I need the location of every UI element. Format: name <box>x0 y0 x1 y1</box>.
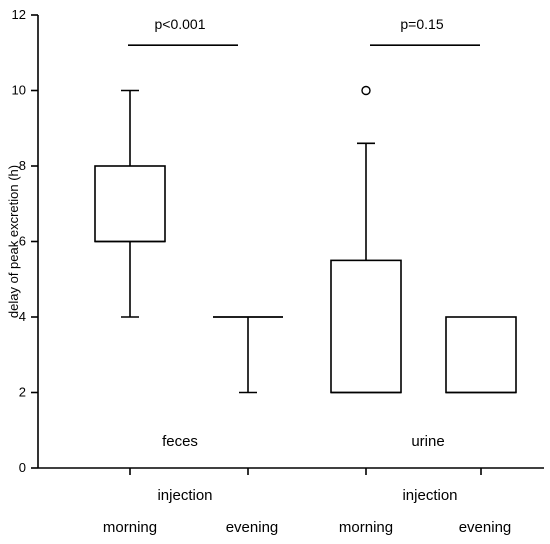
group-label-urine: urine <box>411 433 444 450</box>
box-body <box>330 259 402 394</box>
box-urine-evening <box>445 316 517 394</box>
p-value-urine: p=0.15 <box>400 16 443 32</box>
category-label-feces-evening: evening <box>226 519 279 536</box>
y-tick-label: 4 <box>19 309 26 324</box>
category-label-feces-morning: morning <box>103 519 157 536</box>
y-tick-label: 2 <box>19 385 26 400</box>
category-label-urine-morning: morning <box>339 519 393 536</box>
category-label-urine-evening: evening <box>459 519 512 536</box>
y-tick-label: 6 <box>19 234 26 249</box>
injection-label-feces: injection <box>157 487 212 504</box>
labels: delay of peak excretion (h) p<0.001 p=0.15… <box>6 16 511 536</box>
y-tick-label: 12 <box>12 7 26 22</box>
box-body <box>445 316 517 394</box>
boxes <box>94 85 517 394</box>
y-tick-label: 0 <box>19 460 26 475</box>
outlier-point <box>361 85 371 96</box>
axes: 0 2 4 6 8 10 12 <box>12 7 544 475</box>
p-value-feces: p<0.001 <box>155 16 206 32</box>
box-feces-evening <box>213 316 283 394</box>
box-feces-morning <box>94 89 166 318</box>
injection-label-urine: injection <box>402 487 457 504</box>
box-body <box>94 165 166 243</box>
y-axis-title: delay of peak excretion (h) <box>6 165 21 318</box>
y-tick-label: 10 <box>12 83 26 98</box>
group-label-feces: feces <box>162 433 198 450</box>
box-urine-morning <box>330 85 402 394</box>
y-tick-label: 8 <box>19 158 26 173</box>
